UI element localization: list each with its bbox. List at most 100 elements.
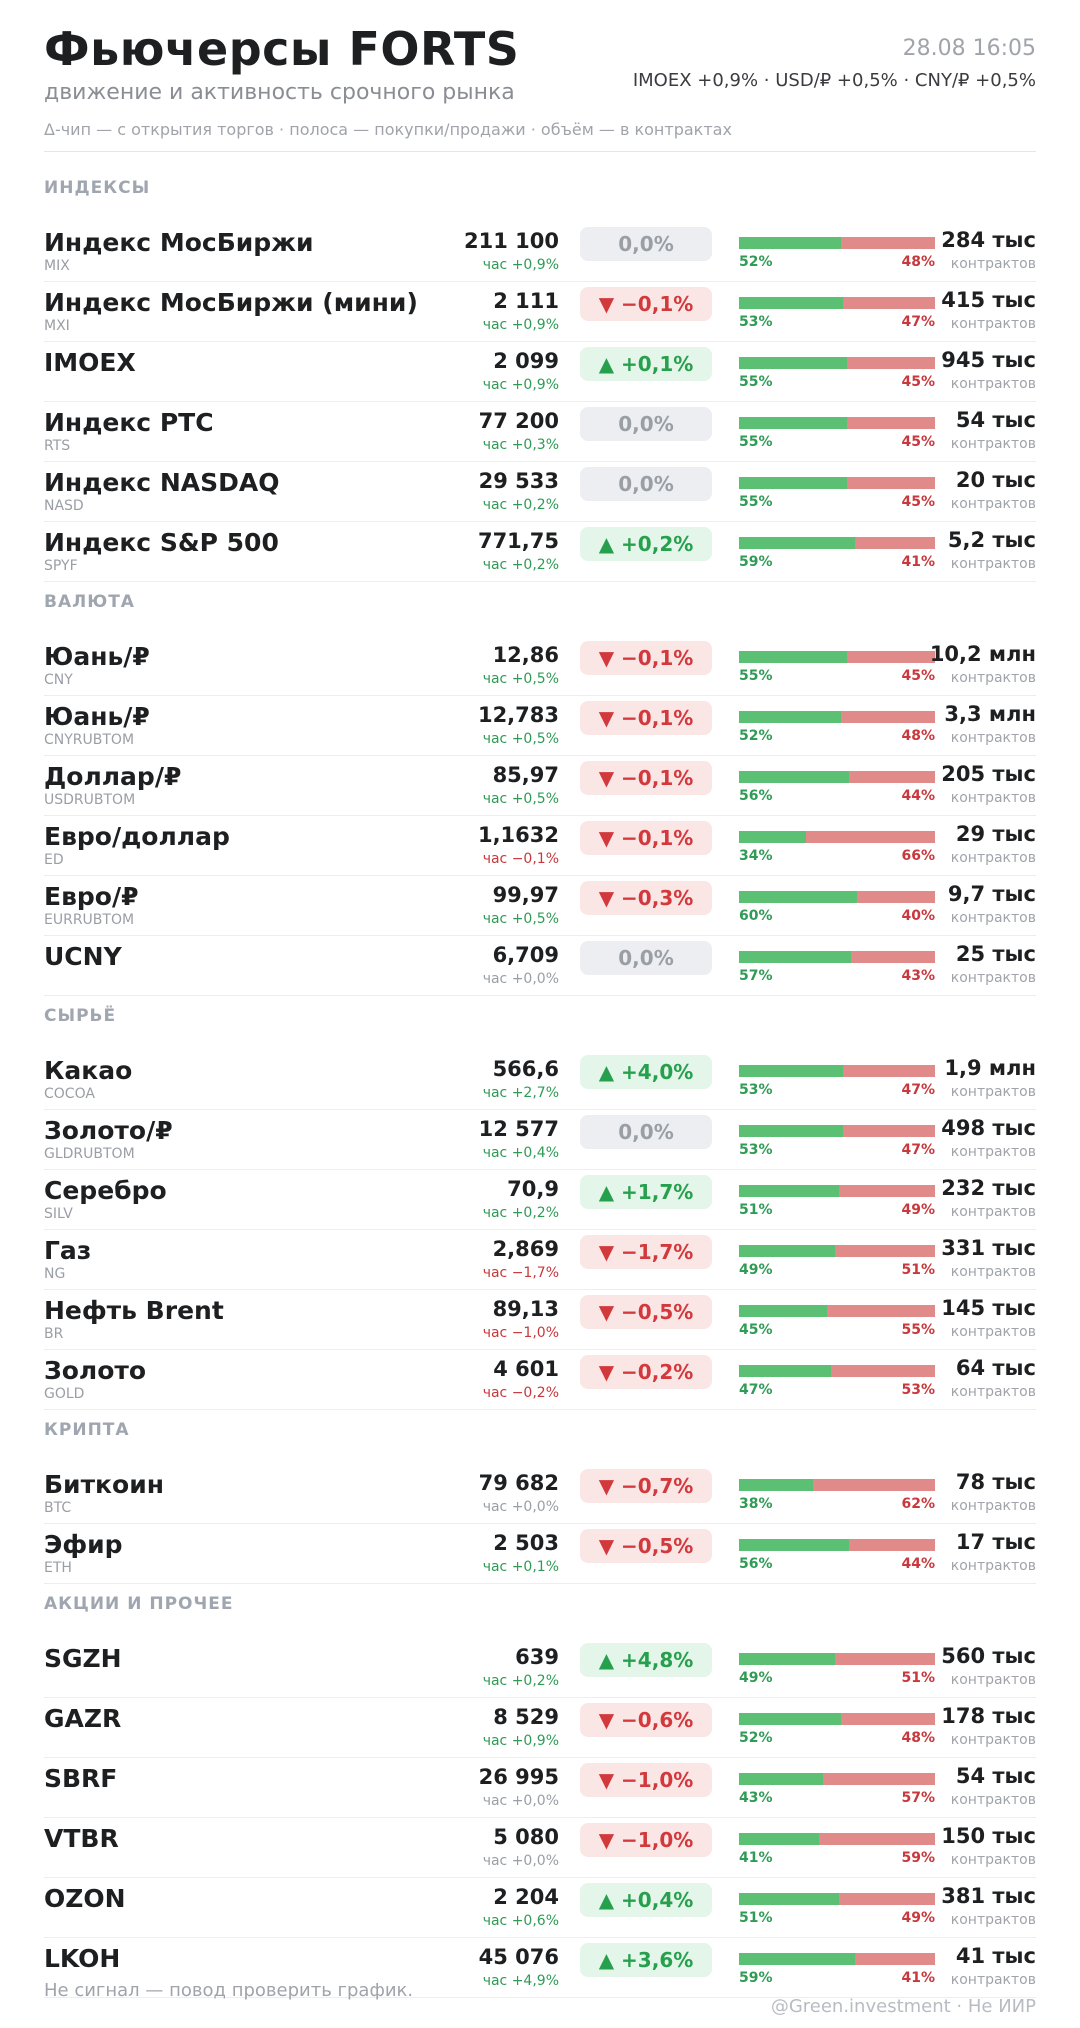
instrument-name: Биткоин — [44, 1470, 164, 1499]
instrument-row[interactable]: Юань/₽ CNY 12,86 час +0,5% ▼ −0,1% 55% 45% 10,2… — [44, 636, 1036, 696]
section-title: КРИПТА — [44, 1420, 130, 1440]
instrument-row[interactable]: Эфир ETH 2 503 час +0,1% ▼ −0,5% 56% 44% 17 тыс… — [44, 1524, 1036, 1584]
legend-note: Δ-чип — с открытия торгов · полоса — пок… — [44, 120, 732, 139]
sell-percent: 41% — [901, 1970, 935, 1986]
buy-percent: 53% — [739, 314, 773, 330]
sell-percent: 47% — [901, 1082, 935, 1098]
volume-unit: контрактов — [950, 1084, 1036, 1100]
instrument-row[interactable]: Нефть Brent BR 89,13 час −1,0% ▼ −0,5% 45% 55%… — [44, 1290, 1036, 1350]
day-change-chip: 0,0% — [580, 407, 712, 441]
instrument-row[interactable]: UCNY 6,709 час +0,0% 0,0% 57% 43% 25 тыс контра… — [44, 936, 1036, 996]
instrument-code: CNY — [44, 672, 73, 688]
instrument-price: 2 111 — [493, 289, 559, 313]
instrument-price: 26 995 — [478, 1765, 559, 1789]
hour-change: час +0,6% — [482, 1913, 559, 1929]
day-change-chip: ▼ −0,1% — [580, 761, 712, 795]
instrument-row[interactable]: Индекс МосБиржи MIX 211 100 час +0,9% 0,0% 52… — [44, 222, 1036, 282]
instrument-row[interactable]: Юань/₽ CNYRUBTOM 12,783 час +0,5% ▼ −0,1% 52%… — [44, 696, 1036, 756]
volume-unit: контрактов — [950, 910, 1036, 926]
buy-fill — [739, 1065, 843, 1077]
volume-unit: контрактов — [950, 256, 1036, 272]
instrument-code: CNYRUBTOM — [44, 732, 135, 748]
instrument-row[interactable]: Индекс РТС RTS 77 200 час +0,3% 0,0% 55% 45% 54… — [44, 402, 1036, 462]
instrument-row[interactable]: LKOH 45 076 час +4,9% ▲ +3,6% 59% 41% 41 тыс ко… — [44, 1938, 1036, 1998]
volume-unit: контрактов — [950, 1144, 1036, 1160]
volume-value: 41 тыс — [955, 1944, 1036, 1968]
hour-change: час +0,4% — [482, 1145, 559, 1161]
buy-sell-bar — [739, 1065, 935, 1077]
instrument-row[interactable]: Биткоин BTC 79 682 час +0,0% ▼ −0,7% 38% 62% 78… — [44, 1464, 1036, 1524]
day-change-chip: 0,0% — [580, 227, 712, 261]
sell-percent: 45% — [901, 668, 935, 684]
sell-percent: 49% — [901, 1910, 935, 1926]
instrument-price: 2,869 — [492, 1237, 559, 1261]
instrument-row[interactable]: Индекс МосБиржи (мини) MXI 2 111 час +0,9% ▼… — [44, 282, 1036, 342]
instrument-code: GOLD — [44, 1386, 85, 1402]
instrument-row[interactable]: SBRF 26 995 час +0,0% ▼ −1,0% 43% 57% 54 тыс ко… — [44, 1758, 1036, 1818]
instrument-price: 1,1632 — [477, 823, 559, 847]
instrument-name: OZON — [44, 1884, 126, 1913]
volume-value: 9,7 тыс — [947, 882, 1036, 906]
buy-sell-bar — [739, 357, 935, 369]
instrument-name: Нефть Brent — [44, 1296, 224, 1325]
volume-unit: контрактов — [950, 316, 1036, 332]
day-change-chip: ▲ +0,1% — [580, 347, 712, 381]
instrument-row[interactable]: Какао COCOA 566,6 час +2,7% ▲ +4,0% 53% 47% 1,9… — [44, 1050, 1036, 1110]
page-title: Фьючерсы FORTS — [44, 22, 520, 76]
instrument-row[interactable]: Золото/₽ GLDRUBTOM 12 577 час +0,4% 0,0% 53% 4… — [44, 1110, 1036, 1170]
hour-change: час +0,2% — [482, 1673, 559, 1689]
sell-percent: 45% — [901, 374, 935, 390]
buy-sell-bar — [739, 1125, 935, 1137]
instrument-row[interactable]: Евро/₽ EURRUBTOM 99,97 час +0,5% ▼ −0,3% 60% 4… — [44, 876, 1036, 936]
hour-change: час +0,2% — [482, 557, 559, 573]
instrument-row[interactable]: Индекс NASDAQ NASD 29 533 час +0,2% 0,0% 55% 4… — [44, 462, 1036, 522]
day-change-chip: ▼ −0,1% — [580, 287, 712, 321]
sell-percent: 41% — [901, 554, 935, 570]
buy-percent: 55% — [739, 434, 773, 450]
instrument-row[interactable]: Доллар/₽ USDRUBTOM 85,97 час +0,5% ▼ −0,1% 56… — [44, 756, 1036, 816]
buy-percent: 55% — [739, 374, 773, 390]
sell-percent: 49% — [901, 1202, 935, 1218]
instrument-row[interactable]: Евро/доллар ED 1,1632 час −0,1% ▼ −0,1% 34% 66… — [44, 816, 1036, 876]
instrument-name: Газ — [44, 1236, 92, 1265]
day-change-chip: ▼ −0,7% — [580, 1469, 712, 1503]
instrument-row[interactable]: VTBR 5 080 час +0,0% ▼ −1,0% 41% 59% 150 тыс ко… — [44, 1818, 1036, 1878]
buy-percent: 56% — [739, 1556, 773, 1572]
volume-value: 498 тыс — [941, 1116, 1036, 1140]
instrument-row[interactable]: SGZH 639 час +0,2% ▲ +4,8% 49% 51% 560 тыс конт… — [44, 1638, 1036, 1698]
sell-percent: 44% — [901, 1556, 935, 1572]
instrument-code: ED — [44, 852, 64, 868]
instrument-name: Индекс МосБиржи (мини) — [44, 288, 418, 317]
day-change-chip: ▲ +0,2% — [580, 527, 712, 561]
buy-sell-bar — [739, 651, 935, 663]
buy-sell-bar — [739, 1185, 935, 1197]
instrument-row[interactable]: Золото GOLD 4 601 час −0,2% ▼ −0,2% 47% 53% 64 … — [44, 1350, 1036, 1410]
buy-percent: 43% — [739, 1790, 773, 1806]
section-title: СЫРЬЁ — [44, 1006, 117, 1026]
instrument-name: Евро/₽ — [44, 882, 139, 911]
instrument-row[interactable]: OZON 2 204 час +0,6% ▲ +0,4% 51% 49% 381 тыс ко… — [44, 1878, 1036, 1938]
instrument-row[interactable]: Индекс S&P 500 SPYF 771,75 час +0,2% ▲ +0,2%… — [44, 522, 1036, 582]
sell-percent: 53% — [901, 1382, 935, 1398]
instrument-row[interactable]: Серебро SILV 70,9 час +0,2% ▲ +1,7% 51% 49% 232… — [44, 1170, 1036, 1230]
volume-unit: контрактов — [950, 1498, 1036, 1514]
buy-sell-bar — [739, 831, 935, 843]
volume-value: 3,3 млн — [944, 702, 1036, 726]
instrument-name: Индекс NASDAQ — [44, 468, 280, 497]
buy-fill — [739, 1365, 832, 1377]
volume-value: 54 тыс — [955, 408, 1036, 432]
sell-percent: 48% — [901, 1730, 935, 1746]
sell-percent: 55% — [901, 1322, 935, 1338]
buy-sell-bar — [739, 771, 935, 783]
day-change-chip: ▲ +4,8% — [580, 1643, 712, 1677]
instrument-row[interactable]: IMOEX 2 099 час +0,9% ▲ +0,1% 55% 45% 945 тыс к… — [44, 342, 1036, 402]
volume-value: 78 тыс — [955, 1470, 1036, 1494]
instrument-row[interactable]: Газ NG 2,869 час −1,7% ▼ −1,7% 49% 51% 331 тыс к… — [44, 1230, 1036, 1290]
day-change-chip: 0,0% — [580, 1115, 712, 1149]
instrument-price: 85,97 — [492, 763, 559, 787]
instrument-row[interactable]: GAZR 8 529 час +0,9% ▼ −0,6% 52% 48% 178 тыс ко… — [44, 1698, 1036, 1758]
buy-fill — [739, 1773, 824, 1785]
section-3: КРИПТА Биткоин BTC 79 682 час +0,0% ▼ −0,7% 38… — [44, 1394, 1036, 1584]
buy-percent: 51% — [739, 1202, 773, 1218]
buy-percent: 53% — [739, 1082, 773, 1098]
